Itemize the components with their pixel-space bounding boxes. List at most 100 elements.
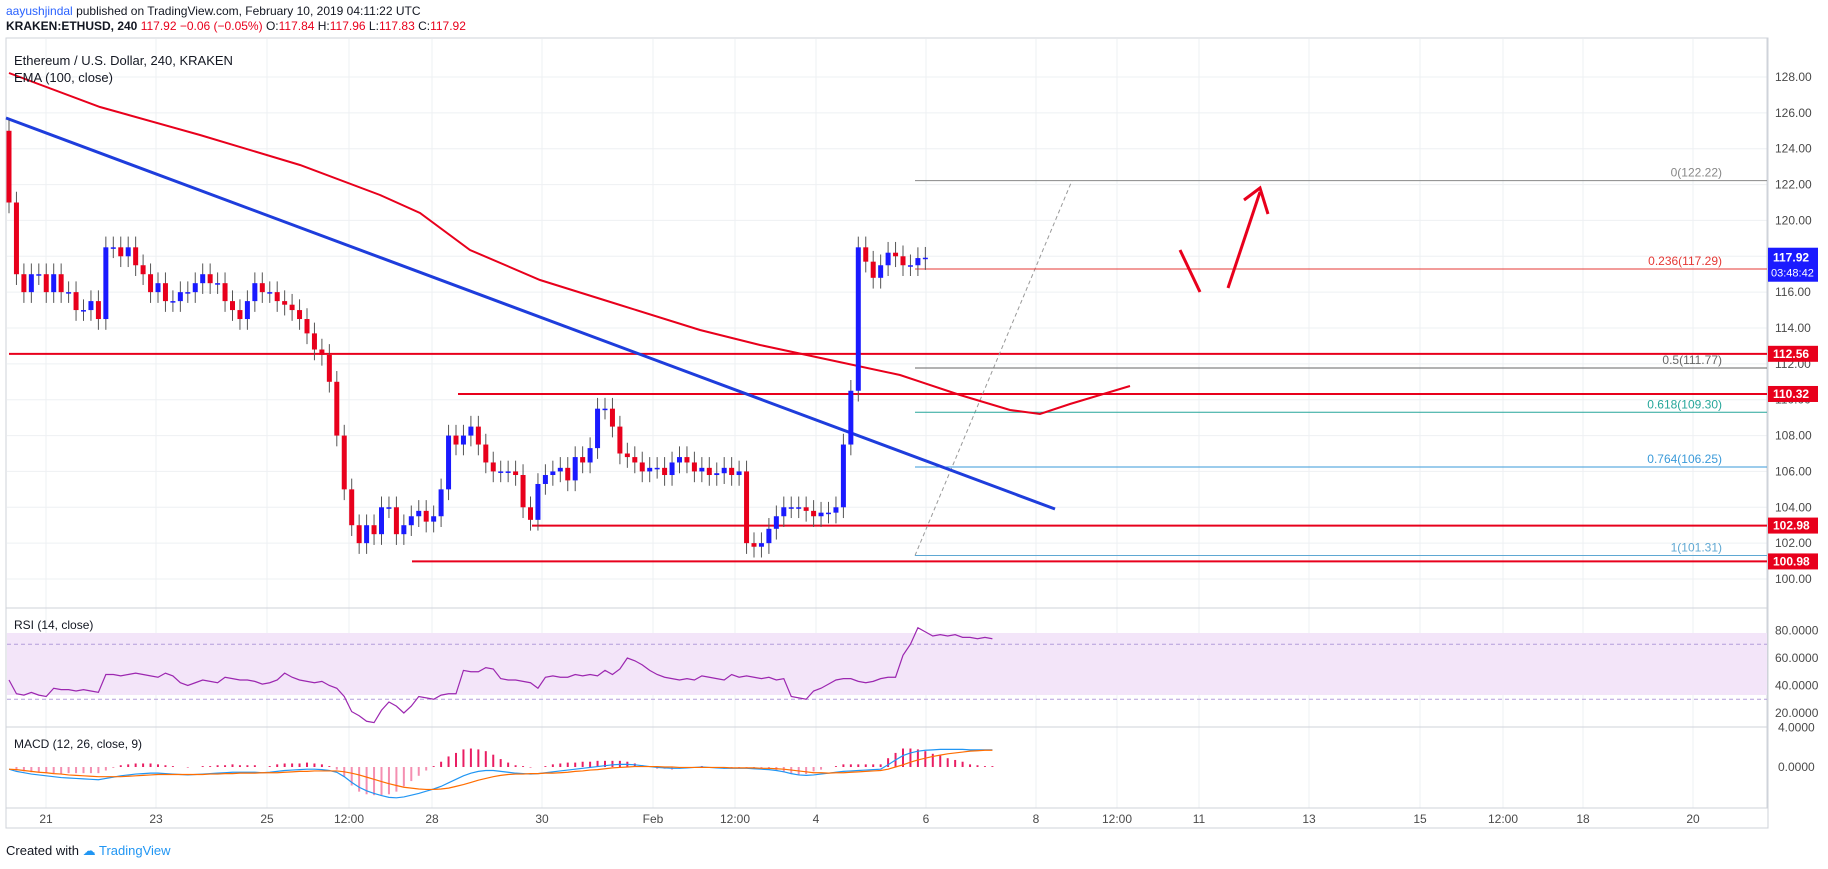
price-axis: 128.00126.00124.00122.00120.00118.00116.… (1768, 70, 1818, 586)
candle-body (706, 467, 712, 476)
price-tick-label: 100.00 (1775, 572, 1812, 586)
rsi-title: RSI (14, close) (14, 618, 93, 632)
last-price-tag-label: 117.92 (1773, 251, 1809, 265)
macd-pane: 4.0000 0.0000 (8, 720, 1815, 799)
candle-body (88, 301, 94, 311)
candle-body (125, 247, 131, 257)
candle-body (550, 471, 556, 476)
candle-body (885, 252, 891, 266)
candle-body (431, 516, 437, 522)
tradingview-brand-link[interactable]: TradingView (99, 843, 171, 858)
candle-body (632, 457, 638, 463)
candle-body (699, 467, 705, 472)
price-tick-label: 102.00 (1775, 536, 1812, 550)
candle-body (766, 528, 772, 544)
candle-body (446, 435, 452, 490)
candle-body (669, 462, 675, 476)
candle-body (274, 292, 280, 302)
fib-label-3: 0.618(109.30) (1647, 397, 1722, 411)
price-tick-label: 124.00 (1775, 142, 1812, 156)
level-price-tag-label: 100.98 (1773, 554, 1810, 568)
signal-line (8, 749, 993, 791)
level-price-tag (1768, 385, 1818, 402)
open-value: 117.84 (278, 19, 315, 33)
candle-body (162, 283, 168, 302)
candle-body (215, 283, 221, 285)
price-change: −0.06 (−0.05%) (179, 19, 263, 33)
open-label: O: (265, 19, 279, 33)
candle-body (148, 274, 154, 293)
fibonacci-levels: 0(122.22) 0.236(117.29) 0.5(111.77) 0.618(1… (914, 166, 1767, 557)
candle-body (192, 283, 198, 293)
candle-body (453, 435, 459, 445)
candle-body (408, 516, 414, 526)
rsi-tick-label: 20.0000 (1775, 706, 1819, 720)
candle-body (304, 319, 310, 334)
published-text: published on TradingView.com, February 1… (76, 4, 421, 18)
candle-body (401, 525, 407, 535)
time-tick-label: 28 (425, 812, 439, 826)
ema-line (8, 72, 1131, 416)
candle-body (855, 247, 861, 391)
candle-body (252, 283, 258, 302)
candle-body (468, 426, 474, 436)
price-tick-label: 106.00 (1775, 464, 1812, 478)
candle-body (691, 462, 697, 472)
horizontal-levels (9, 352, 1767, 563)
candle-body (684, 457, 690, 463)
time-tick-label: 25 (260, 812, 274, 826)
candle-body (587, 448, 593, 463)
candle-body (520, 475, 526, 508)
candle-body (51, 274, 57, 293)
candle-body (282, 301, 288, 305)
candle-body (900, 256, 906, 266)
candle-body (364, 525, 370, 544)
candle-body (133, 247, 139, 266)
candle-body (28, 274, 34, 293)
candle-body (393, 507, 399, 535)
candle-body (36, 274, 42, 276)
candle-body (237, 310, 243, 320)
candle-body (796, 507, 802, 509)
high-label: H: (317, 19, 330, 33)
candle-body (311, 333, 317, 350)
price-tick-label: 120.00 (1775, 213, 1812, 227)
price-tick-label: 114.00 (1775, 321, 1811, 335)
candle-body (542, 475, 548, 484)
candle-body (505, 471, 511, 473)
candle-body (438, 489, 444, 517)
candle-body (297, 310, 303, 320)
time-tick-label: 6 (923, 812, 930, 826)
candle-body (654, 467, 660, 470)
candle-body (475, 426, 481, 445)
candle-body (110, 247, 116, 249)
footer: Created with ☁ TradingView (6, 843, 171, 859)
descending-trendline (5, 116, 1056, 511)
candles-layer (6, 120, 928, 558)
candle-body (758, 543, 764, 547)
candle-body (230, 301, 235, 311)
price-tick-label: 128.00 (1775, 70, 1812, 84)
candle-body (371, 525, 377, 535)
rsi-tick-label: 40.0000 (1775, 679, 1819, 693)
candle-body (863, 247, 869, 262)
price-tick-label: 126.00 (1775, 106, 1812, 120)
candle-body (185, 292, 191, 294)
candle-body (714, 473, 720, 476)
time-tick-label: 12:00 (1102, 812, 1132, 826)
candle-body (103, 247, 109, 320)
candle-body (922, 257, 928, 260)
candle-body (483, 444, 489, 463)
last-price-tag (1768, 247, 1818, 282)
macd-tick-label: 4.0000 (1778, 720, 1815, 734)
candle-body (95, 301, 101, 320)
macd-title: MACD (12, 26, close, 9) (14, 737, 142, 751)
tradingview-logo-icon: ☁ (82, 843, 96, 858)
price-tick-label: 116.00 (1775, 285, 1811, 299)
ema-layer (8, 72, 1131, 416)
countdown-label: 03:48:42 (1771, 268, 1814, 280)
author-link[interactable]: aayushjindal (6, 4, 73, 18)
time-tick-label: 13 (1302, 812, 1316, 826)
candle-body (13, 202, 19, 275)
